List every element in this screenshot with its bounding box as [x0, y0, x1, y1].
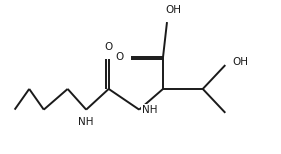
Text: OH: OH — [166, 5, 182, 15]
Text: O: O — [115, 52, 123, 62]
Text: NH: NH — [78, 117, 94, 127]
Text: O: O — [105, 42, 113, 52]
Text: OH: OH — [232, 57, 248, 67]
Text: NH: NH — [142, 105, 157, 115]
